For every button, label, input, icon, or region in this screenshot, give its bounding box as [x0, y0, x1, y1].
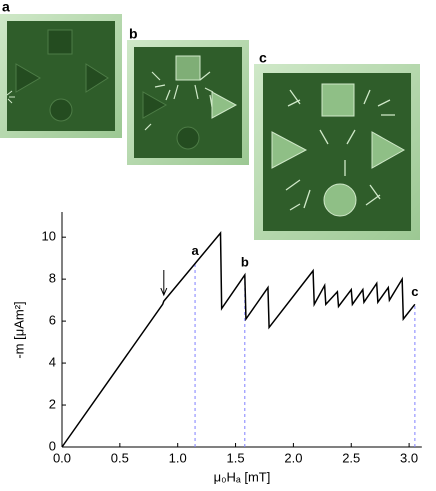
image-b	[127, 40, 249, 165]
marker-label: c	[411, 284, 418, 299]
y-tick-label: 10	[42, 229, 56, 244]
x-tick-label: 3.0	[400, 450, 418, 465]
image-label: b	[129, 26, 138, 42]
x-axis-label: μ₀Hₐ [mT]	[214, 469, 271, 484]
x-tick-label: 2.0	[284, 450, 302, 465]
y-tick-label: 4	[49, 355, 56, 370]
image-a	[0, 14, 122, 138]
y-tick-label: 6	[49, 313, 56, 328]
marker-label: b	[241, 254, 249, 269]
data-line	[61, 230, 416, 448]
x-tick-label: 0.5	[111, 450, 129, 465]
y-tick-label: 0	[49, 438, 56, 453]
y-tick-label: 2	[49, 396, 56, 411]
x-tick-label: 2.5	[342, 450, 360, 465]
x-tick-label: 1.0	[169, 450, 187, 465]
annotation-arrow	[160, 270, 168, 297]
y-axis-label: -m [μAm²]	[11, 301, 26, 358]
x-tick-label: 0.0	[53, 450, 71, 465]
image-label: a	[2, 0, 10, 15]
y-tick-label: 8	[49, 271, 56, 286]
x-tick-label: 1.5	[227, 450, 245, 465]
marker-label: a	[191, 243, 199, 258]
image-label: c	[259, 50, 267, 66]
image-c	[254, 64, 420, 240]
